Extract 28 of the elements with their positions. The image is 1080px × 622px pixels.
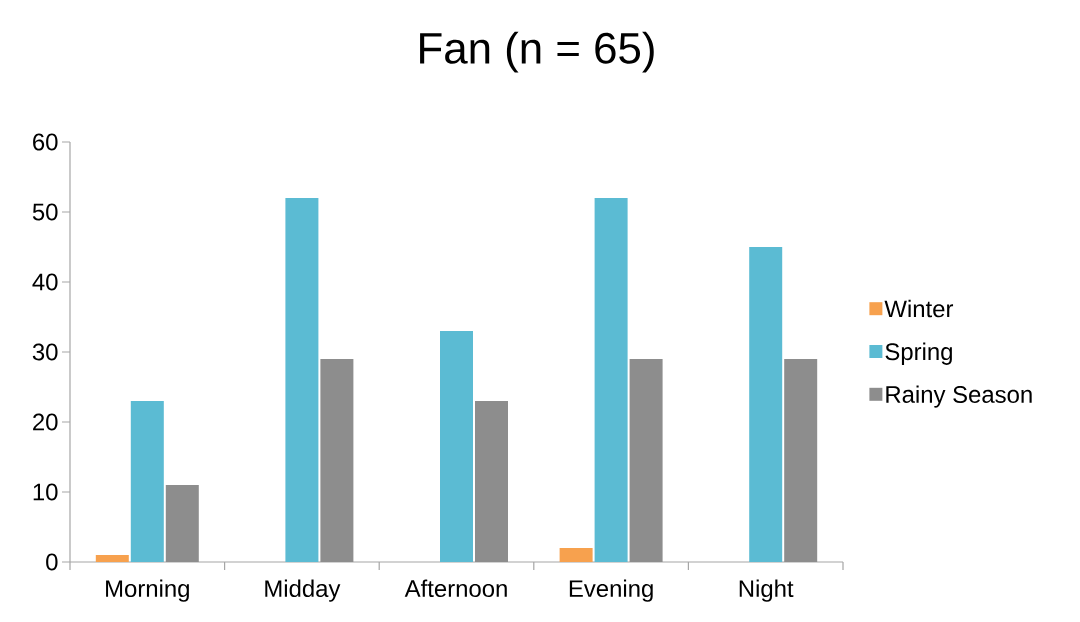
bar <box>784 359 818 562</box>
x-tick-label: Midday <box>265 579 341 602</box>
x-tick-label: Night <box>739 579 794 602</box>
bar <box>749 247 783 562</box>
bar <box>475 401 508 562</box>
bar <box>285 198 319 562</box>
y-tick-label: 0 <box>46 553 58 571</box>
bar <box>440 331 473 562</box>
chart-title: Fan (n = 65) <box>420 31 654 73</box>
y-tick-label: 10 <box>33 483 58 501</box>
y-tick-label: 20 <box>33 413 58 431</box>
bar <box>594 198 628 562</box>
bar <box>95 555 129 562</box>
y-tick-label: 30 <box>32 343 58 361</box>
legend-label: Winter <box>884 299 954 318</box>
bar <box>629 359 663 562</box>
legend-label: Spring <box>885 342 952 365</box>
y-tick-label: 50 <box>32 203 58 221</box>
y-tick-label: 40 <box>32 273 58 291</box>
legend-label: Rainy Season <box>886 385 1032 408</box>
x-tick-label: Afternoon <box>404 579 507 598</box>
x-tick-label: Morning <box>106 579 189 602</box>
y-tick-label: 60 <box>33 133 58 151</box>
bar <box>130 401 164 562</box>
bar <box>320 359 354 562</box>
bar <box>165 485 199 562</box>
bar <box>559 548 593 562</box>
x-tick-label: Evening <box>569 579 653 602</box>
